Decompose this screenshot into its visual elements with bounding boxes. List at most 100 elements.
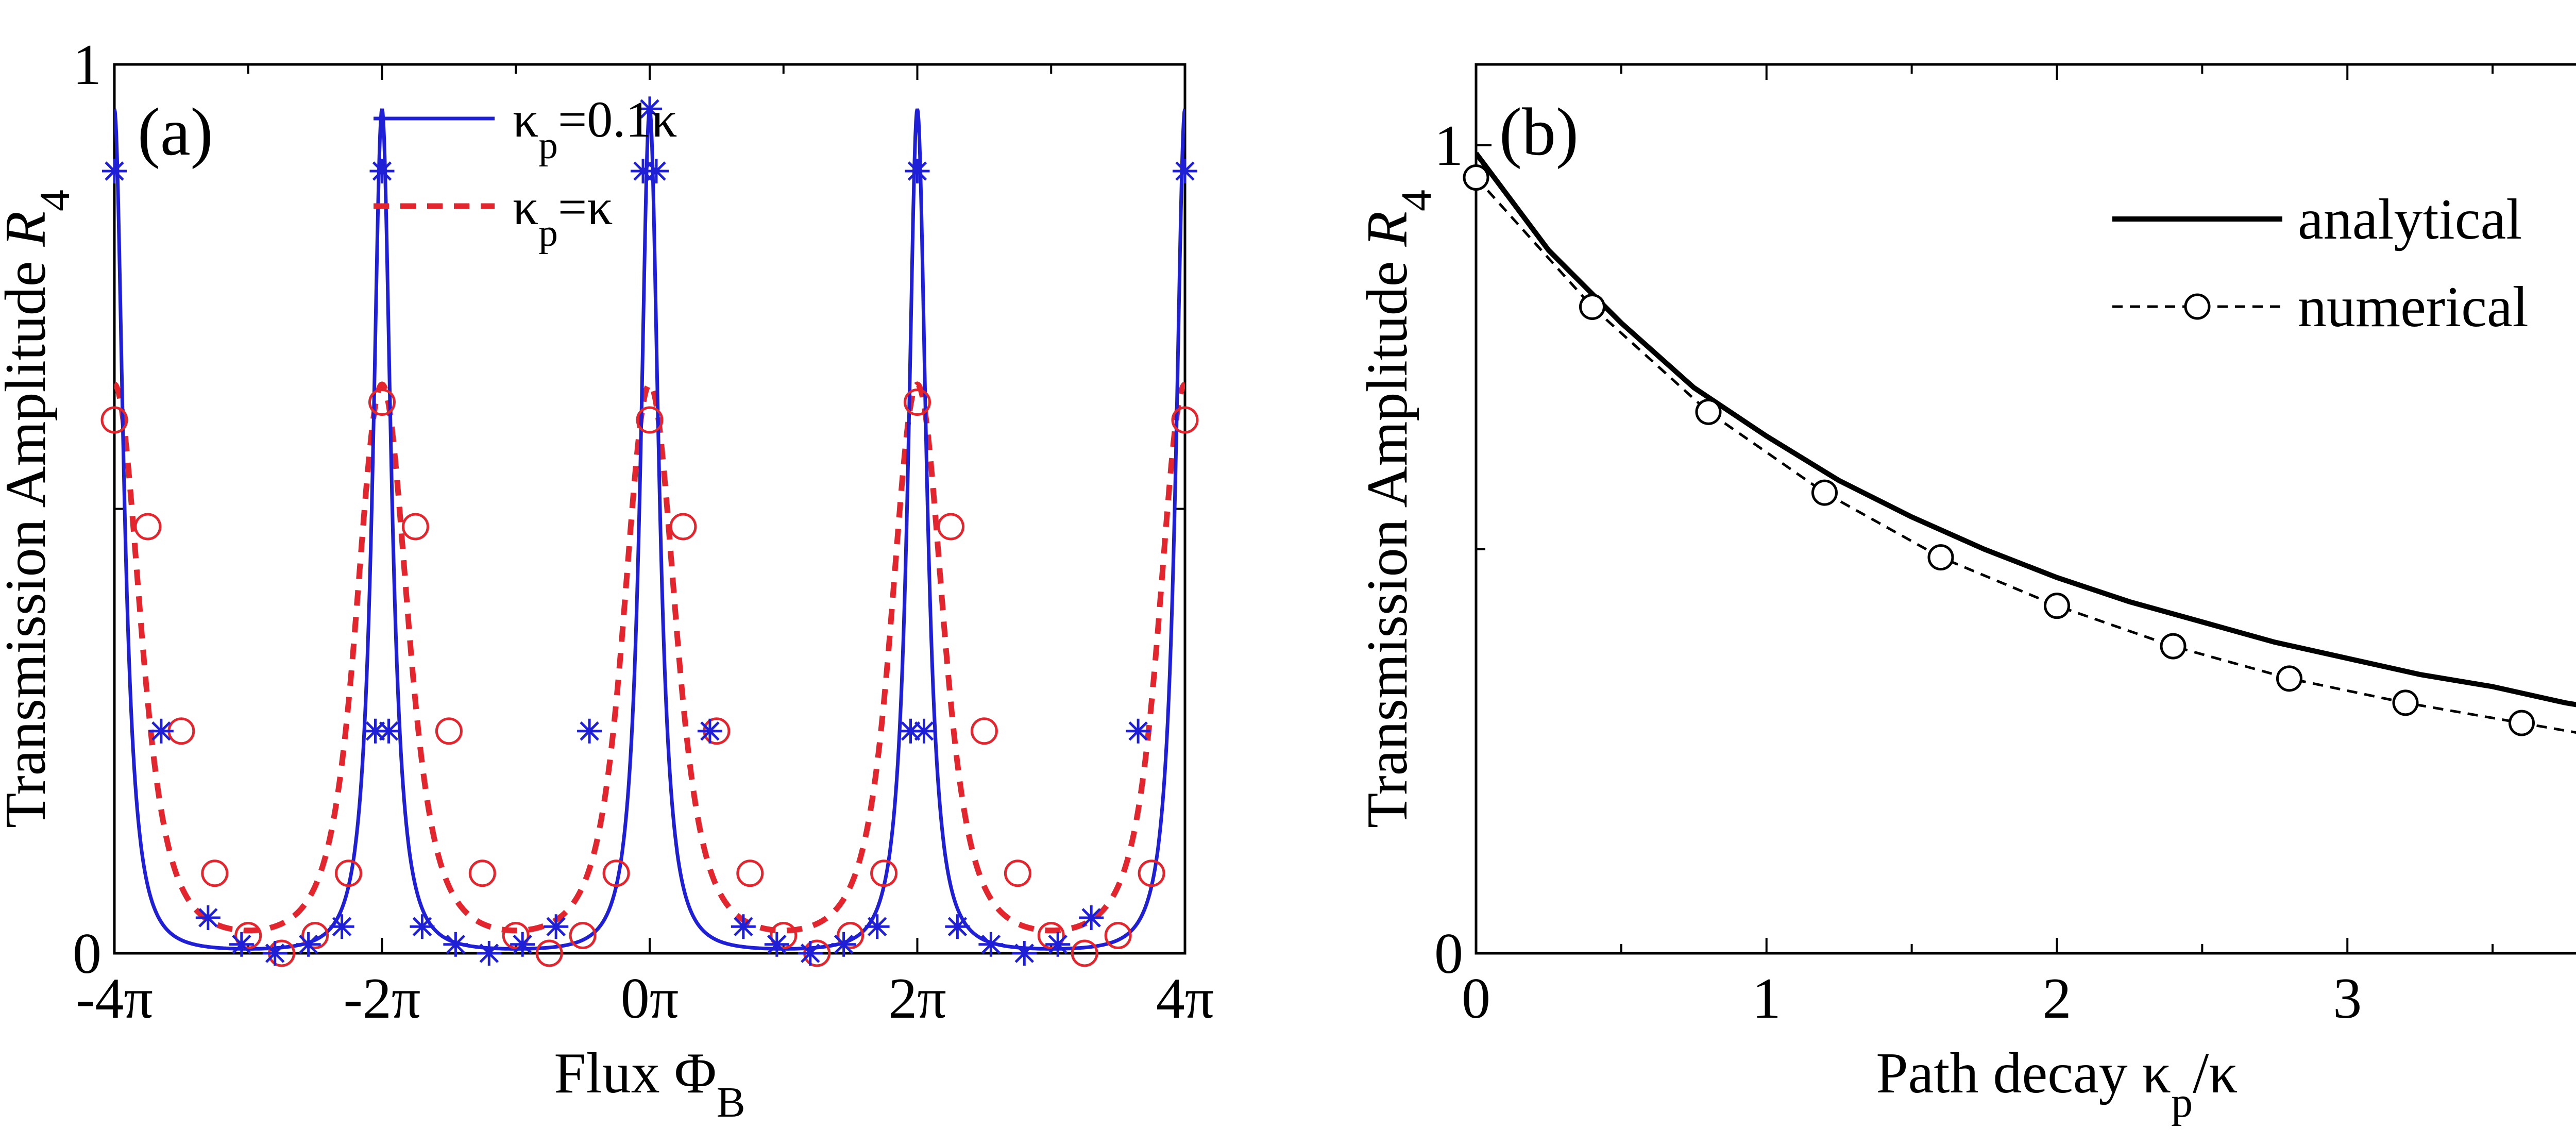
asterisk-stroke — [105, 161, 124, 181]
numerical-point — [2276, 665, 2302, 692]
circle-marker-red — [1071, 939, 1098, 967]
panel-label: (a) — [138, 94, 213, 170]
asterisk-marker — [697, 718, 722, 744]
asterisk-stroke — [834, 935, 854, 954]
legend-label-part: p — [538, 212, 558, 255]
circle-marker-red — [1037, 922, 1065, 949]
asterisk-stroke — [734, 917, 753, 936]
x-axis-label-part: B — [717, 1078, 745, 1126]
numerical-point — [1463, 164, 1489, 191]
y-tick-label: 1 — [73, 33, 101, 97]
x-tick-label: 2 — [2043, 967, 2072, 1031]
circle-marker-red — [770, 922, 798, 949]
asterisk-stroke — [867, 917, 887, 936]
x-axis-label-part: p — [2171, 1078, 2193, 1126]
circle-marker-red — [837, 922, 865, 949]
y-axis-label-part: 4 — [31, 190, 79, 211]
numerical-point — [2392, 689, 2419, 716]
x-axis-label-part: /κ — [2193, 1041, 2238, 1105]
x-tick-label: 0 — [1462, 967, 1490, 1031]
asterisk-stroke — [1175, 161, 1195, 181]
x-tick-label: 1 — [1752, 967, 1781, 1031]
asterisk-marker — [369, 159, 395, 183]
asterisk-marker — [831, 932, 856, 957]
circle-marker-red — [937, 513, 964, 541]
x-tick-label: 2π — [888, 967, 946, 1031]
asterisk-marker — [945, 914, 970, 939]
circle-marker-red — [1104, 922, 1132, 949]
asterisk-marker — [637, 96, 662, 122]
asterisk-marker — [329, 914, 354, 939]
panel-label: (b) — [1499, 94, 1579, 170]
asterisk-marker — [978, 932, 1004, 957]
legend-label-part: =0.1κ — [558, 91, 677, 148]
numerical-point — [1579, 293, 1605, 320]
numerical-point — [1927, 544, 1954, 571]
asterisk-stroke — [981, 935, 1001, 954]
asterisk-marker — [764, 932, 789, 957]
asterisk-stroke — [198, 908, 218, 928]
circle-marker-red — [669, 513, 697, 541]
x-axis-label-part: Path decay κ — [1876, 1041, 2171, 1105]
asterisk-marker — [643, 159, 669, 183]
asterisk-marker — [905, 159, 930, 183]
asterisk-stroke — [446, 935, 466, 954]
numerical-point — [2160, 633, 2187, 660]
y-axis-label-part: 4 — [1393, 190, 1440, 211]
x-tick-label: 0π — [621, 967, 679, 1031]
circle-marker-red — [134, 513, 162, 541]
circle-marker-red — [636, 406, 664, 434]
circle-marker-red — [502, 922, 530, 949]
asterisk-marker — [148, 718, 174, 744]
asterisk-stroke — [412, 917, 432, 936]
numerical-point — [2509, 710, 2535, 736]
panel-b: 0 1 2 3 4 0 1 (b) Transmission Amplitude R4 Path … — [1355, 63, 2576, 1126]
asterisk-stroke — [379, 721, 399, 741]
asterisk-stroke — [372, 161, 392, 181]
circle-marker-red — [535, 939, 563, 967]
numerical-point — [1695, 398, 1722, 425]
y-tick-label: 0 — [73, 922, 101, 986]
asterisk-stroke — [151, 721, 171, 741]
legend-label-part: κ — [513, 178, 538, 235]
asterisk-marker — [195, 905, 221, 930]
legend-label-numerical: numerical — [2298, 275, 2529, 339]
asterisk-marker — [477, 941, 502, 966]
circle-marker-red — [870, 860, 898, 887]
numerical-point — [1811, 479, 1838, 506]
asterisk-marker — [443, 932, 468, 957]
asterisk-marker — [1079, 905, 1104, 930]
y-axis-label: Transmission Amplitude R4 — [1355, 190, 1440, 828]
series-kp-kappa-line — [114, 381, 1185, 934]
asterisk-stroke — [914, 721, 934, 741]
legend-label-part: =κ — [558, 178, 613, 235]
asterisk-stroke — [232, 935, 251, 954]
asterisk-stroke — [907, 161, 927, 181]
legend-label-kp-0.1kappa: κp=0.1κ — [513, 91, 677, 167]
asterisk-marker — [1173, 159, 1197, 183]
asterisk-marker — [798, 941, 823, 966]
y-axis-label: Transmission Amplitude R4 — [0, 190, 79, 828]
asterisk-stroke — [332, 917, 352, 936]
asterisk-stroke — [1081, 908, 1101, 928]
y-axis-label-part: R — [1355, 211, 1419, 247]
series-kp-0.1kappa-line — [114, 108, 1185, 951]
asterisk-stroke — [767, 935, 787, 954]
circle-marker-red — [201, 860, 229, 887]
asterisk-marker — [376, 718, 401, 744]
asterisk-stroke — [800, 943, 820, 963]
asterisk-stroke — [1014, 943, 1035, 963]
asterisk-stroke — [513, 935, 532, 954]
plot-frame — [113, 63, 1187, 955]
asterisk-marker — [1012, 941, 1037, 966]
circle-marker-red — [368, 389, 396, 416]
circle-marker-red — [100, 406, 128, 434]
y-axis-label-part: Transmission Amplitude — [0, 246, 58, 828]
x-tick-label: -4π — [76, 967, 153, 1031]
legend-label-kp-kappa: κp=κ — [513, 178, 613, 255]
x-axis-label: Path decay κp/κ — [1876, 1041, 2238, 1126]
y-tick-label: 0 — [1434, 922, 1463, 986]
circle-marker-red — [1171, 406, 1199, 434]
y-tick-label: 1 — [1434, 114, 1463, 178]
circle-marker-red — [1138, 860, 1165, 887]
